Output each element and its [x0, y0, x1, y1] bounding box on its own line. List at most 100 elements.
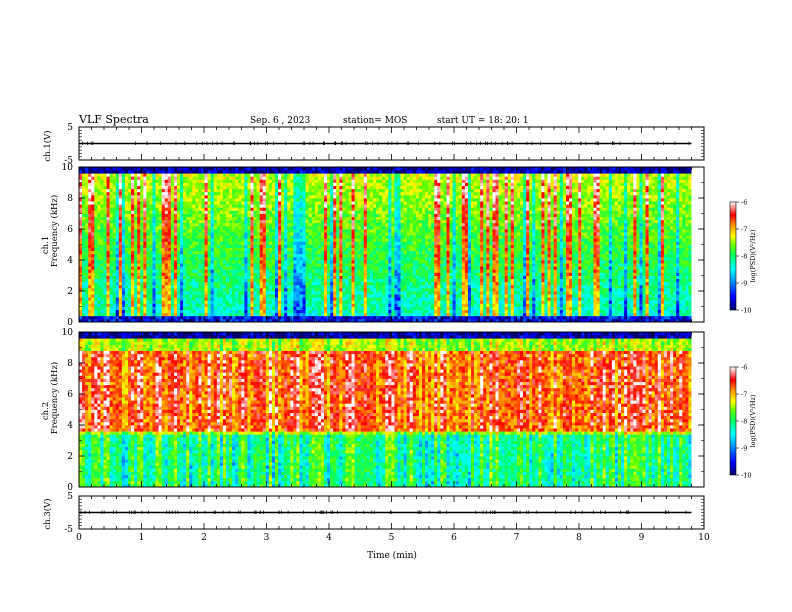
spectrogram-cell [229, 191, 233, 196]
spectrogram-cell [229, 241, 233, 245]
spectrogram-cell [161, 253, 166, 258]
spectrogram-cell [348, 232, 352, 236]
spectrogram-cell [317, 185, 322, 190]
spectrogram-cell [330, 306, 334, 310]
spectrogram-cell [250, 281, 254, 286]
spectrogram-cell [311, 272, 316, 276]
spectrogram-cell [106, 272, 111, 276]
spectrogram-cell [118, 315, 123, 320]
spectrogram-cell [103, 291, 107, 295]
spectrogram-cell [183, 222, 187, 227]
spectrogram-cell [320, 201, 325, 205]
spectrogram-cell [271, 269, 276, 273]
spectrogram-cell [241, 284, 245, 289]
spectrogram-cell [146, 204, 150, 208]
spectrogram-cell [336, 297, 340, 301]
spectrogram-cell [167, 287, 172, 292]
spectrogram-cell [140, 229, 144, 233]
spectrogram-cell [265, 275, 270, 279]
spectrogram-cell [210, 210, 215, 214]
spectrogram-cell [244, 173, 248, 177]
spectrogram-cell [253, 201, 258, 205]
spectrogram-cell [189, 191, 193, 196]
spectrogram-cell [253, 225, 258, 230]
spectrogram-cell [143, 232, 147, 236]
spectrogram-cell [112, 235, 117, 239]
spectrogram-cell [333, 318, 337, 323]
spectrogram-cell [226, 263, 230, 267]
spectrogram-cell [210, 297, 215, 301]
spectrogram-cell [351, 179, 356, 183]
spectrogram-cell [244, 235, 248, 239]
spectrogram-cell [213, 204, 218, 208]
spectrogram-cell [167, 250, 172, 255]
spectrogram-cell [247, 281, 251, 286]
spectrogram-cell [204, 201, 209, 205]
spectrogram-cell [112, 318, 117, 323]
spectrogram-cell [146, 170, 150, 174]
spectrogram-cell [161, 266, 166, 270]
spectrogram-cell [232, 281, 236, 286]
spectrogram-cell [320, 244, 325, 248]
spectrogram-cell [140, 287, 144, 292]
spectrogram-cell [201, 266, 205, 270]
spectrogram-cell [320, 287, 325, 292]
spectrogram-cell [268, 253, 273, 258]
spectrogram-cell [305, 207, 310, 211]
spectrogram-cell [88, 222, 92, 227]
spectrogram-cell [311, 278, 316, 283]
spectrogram-cell [186, 256, 190, 261]
spectrogram-cell [195, 318, 199, 323]
spectrogram-cell [149, 306, 153, 310]
spectrogram-cell [146, 297, 150, 301]
spectrogram-cell [244, 312, 248, 317]
spectrogram-cell [366, 198, 371, 202]
spectrogram-cell [259, 204, 264, 208]
spectrogram-cell [284, 284, 288, 289]
spectrogram-cell [305, 210, 310, 214]
spectrogram-cell [339, 275, 343, 279]
spectrogram-cell [308, 312, 313, 317]
spectrogram-cell [167, 216, 172, 221]
spectrogram-cell [342, 201, 346, 205]
spectrogram-cell [287, 315, 291, 320]
spectrogram-cell [311, 179, 316, 183]
spectrogram-cell [333, 306, 337, 310]
spectrogram-cell [271, 291, 276, 295]
spectrogram-cell [118, 309, 123, 314]
spectrogram-cell [250, 266, 254, 270]
spectrogram-cell [219, 182, 224, 186]
spectrogram-cell [336, 191, 340, 196]
spectrogram-cell [186, 235, 190, 239]
spectrogram-cell [143, 194, 147, 199]
spectrogram-cell [201, 260, 205, 264]
spectrogram-cell [106, 275, 111, 279]
spectrogram-cell [100, 185, 104, 190]
spectrogram-cell [128, 244, 132, 248]
spectrogram-cell [164, 241, 169, 245]
spectrogram-cell [342, 191, 346, 196]
spectrogram-cell [213, 247, 218, 252]
spectrogram-cell [348, 235, 352, 239]
spectrogram-cell [302, 269, 307, 273]
spectrogram-cell [210, 179, 215, 183]
spectrogram-cell [275, 253, 279, 258]
spectrogram-cell [79, 185, 83, 190]
spectrogram-cell [363, 312, 368, 317]
spectrogram-cell [195, 167, 199, 171]
spectrogram-cell [183, 297, 187, 301]
spectrogram-cell [265, 260, 270, 264]
spectrogram-cell [281, 318, 285, 323]
spectrogram-cell [115, 315, 120, 320]
spectrogram-cell [235, 256, 239, 261]
spectrogram-cell [183, 216, 187, 221]
spectrogram-cell [158, 250, 163, 255]
spectrogram-cell [94, 191, 98, 196]
spectrogram-cell [112, 275, 117, 279]
spectrogram-cell [247, 167, 251, 171]
spectrogram-cell [97, 170, 101, 174]
spectrogram-cell [253, 278, 258, 283]
spectrogram-cell [302, 266, 307, 270]
spectrogram-cell [158, 210, 163, 214]
spectrogram-cell [100, 309, 104, 314]
